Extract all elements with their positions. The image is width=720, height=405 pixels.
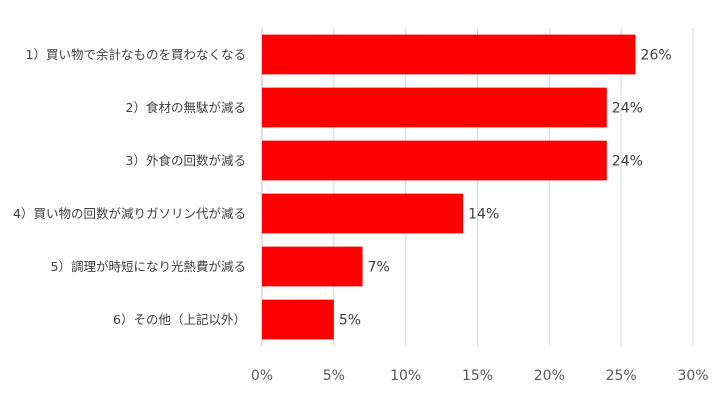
bar: [262, 34, 636, 75]
data-label: 14%: [468, 207, 499, 223]
x-tick-label: 25%: [606, 368, 637, 384]
category-label: 5）調理が時短になり光熱費が減る: [51, 259, 246, 274]
data-labels: 26% 24% 24% 14% 7% 5%: [339, 48, 672, 329]
data-label: 24%: [612, 101, 643, 117]
data-label: 7%: [368, 260, 390, 276]
data-label: 24%: [612, 154, 643, 170]
category-label: 6）その他（上記以外）: [113, 312, 246, 327]
x-tick-label: 5%: [323, 368, 345, 384]
category-labels: 1）買い物で余計なものを買わなくなる 2）食材の無駄が減る 3）外食の回数が減る 4）…: [13, 47, 246, 327]
bar: [262, 246, 363, 287]
x-tick-label: 0%: [251, 368, 273, 384]
x-tick-label: 20%: [534, 368, 565, 384]
bar: [262, 193, 464, 234]
bar: [262, 140, 607, 181]
data-label: 26%: [641, 48, 672, 64]
x-tick-label: 10%: [390, 368, 421, 384]
category-label: 4）買い物の回数が減りガソリン代が減る: [13, 206, 246, 221]
gridlines: [261, 28, 694, 346]
category-label: 2）食材の無駄が減る: [126, 100, 246, 115]
x-tick-labels: 0% 5% 10% 15% 20% 25% 30%: [251, 368, 709, 384]
category-label: 3）外食の回数が減る: [126, 153, 246, 168]
x-tick-label: 30%: [677, 368, 708, 384]
bar: [262, 87, 607, 128]
category-label: 1）買い物で余計なものを買わなくなる: [26, 47, 246, 62]
bars: [262, 34, 636, 340]
bar: [262, 299, 334, 340]
data-label: 5%: [339, 313, 361, 329]
x-tick-label: 15%: [462, 368, 493, 384]
